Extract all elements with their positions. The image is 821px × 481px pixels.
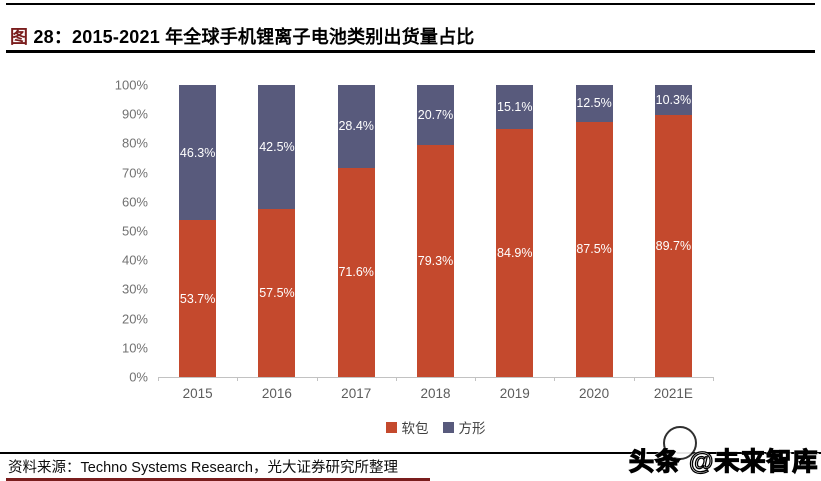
watermark-text: 头条 @未来智库 — [628, 442, 819, 478]
bar-value-label: 46.3% — [179, 145, 216, 160]
y-tick-label: 70% — [121, 165, 148, 181]
y-tick-label: 10% — [121, 340, 148, 356]
bar-segment-bottom — [654, 115, 692, 377]
legend-item-soft-pack: 软包 — [385, 417, 429, 437]
bar-segment-top — [575, 85, 613, 122]
bar-value-label: 28.4% — [338, 119, 374, 134]
x-axis-tick — [475, 377, 477, 381]
bar-value-label: 71.6% — [338, 265, 374, 280]
y-tick-label: 20% — [121, 311, 148, 327]
y-tick-label: 50% — [121, 223, 148, 239]
legend-swatch — [385, 421, 397, 433]
x-axis-tick — [395, 377, 397, 381]
x-axis-tick — [633, 377, 635, 381]
title-underline — [6, 50, 815, 53]
x-axis-label: 2015 — [182, 386, 213, 401]
bar-segment-top — [179, 85, 217, 221]
legend-item-prismatic: 方形 — [442, 417, 486, 437]
legend-label: 方形 — [458, 421, 486, 436]
x-axis-label: 2021E — [653, 386, 693, 401]
source-note: 资料来源：Techno Systems Research，光大证券研究所整理 — [8, 460, 398, 476]
bar-value-label: 20.7% — [417, 108, 454, 123]
bar-segment-top — [417, 85, 454, 146]
top-rule — [6, 3, 815, 5]
bar-value-label: 42.5% — [259, 140, 295, 155]
y-tick-label: 90% — [121, 106, 148, 122]
x-axis-label: 2018 — [420, 386, 451, 401]
y-tick-label: 0% — [129, 369, 148, 385]
y-tick-label: 40% — [121, 252, 148, 268]
watermark: 头条 @未来智库 — [628, 426, 819, 480]
x-axis-tick — [554, 377, 556, 381]
x-axis-tick — [237, 377, 239, 381]
bar-value-label: 57.5% — [259, 286, 295, 301]
bar-segment-top — [654, 85, 692, 116]
legend-swatch — [442, 421, 454, 433]
bar-segment-bottom — [496, 129, 534, 377]
bar-value-label: 12.5% — [576, 96, 612, 111]
x-axis-tick — [713, 377, 714, 381]
bar-value-label: 87.5% — [576, 242, 612, 257]
figure-title: 图 28：2015-2021 年全球手机锂离子电池类别出货量占比 — [10, 23, 475, 49]
bar-value-label: 10.3% — [655, 93, 692, 108]
legend-label: 软包 — [401, 421, 429, 436]
y-tick-label: 80% — [121, 135, 148, 151]
chart-legend: 软包 方形 — [158, 417, 713, 437]
bar-value-label: 53.7% — [179, 291, 216, 306]
bar-segment-bottom — [179, 220, 217, 377]
bar-value-label: 84.9% — [497, 246, 533, 261]
y-tick-label: 100% — [114, 77, 148, 93]
bar-segment-bottom — [575, 121, 613, 377]
bottom-red-rule — [6, 478, 430, 481]
bar-segment-bottom — [337, 167, 375, 377]
watermark-brand: 头条 — [628, 447, 689, 476]
x-axis-label: 2019 — [499, 386, 530, 401]
bar-value-label: 15.1% — [497, 100, 533, 115]
x-axis-tick — [158, 377, 159, 381]
source-divider-rule — [0, 452, 821, 454]
bar-segment-bottom — [258, 209, 296, 377]
y-tick-label: 60% — [121, 194, 148, 210]
bar-value-label: 89.7% — [655, 239, 692, 254]
x-axis-tick — [316, 377, 318, 381]
x-axis-label: 2020 — [579, 386, 610, 401]
x-axis-line — [158, 377, 713, 378]
watermark-logo-icon — [663, 426, 697, 460]
bar-segment-top — [258, 85, 296, 210]
bar-value-label: 79.3% — [417, 254, 454, 269]
figure-number-tag: 图 — [10, 27, 34, 47]
bar-segment-bottom — [417, 145, 454, 377]
x-axis-label: 2016 — [261, 386, 292, 401]
watermark-handle: @未来智库 — [688, 447, 819, 476]
bar-segment-top — [337, 85, 375, 168]
y-tick-label: 30% — [121, 281, 148, 297]
bar-segment-top — [496, 85, 534, 130]
figure-title-text: 28：2015-2021 年全球手机锂离子电池类别出货量占比 — [33, 27, 475, 47]
x-axis-label: 2017 — [341, 386, 372, 401]
